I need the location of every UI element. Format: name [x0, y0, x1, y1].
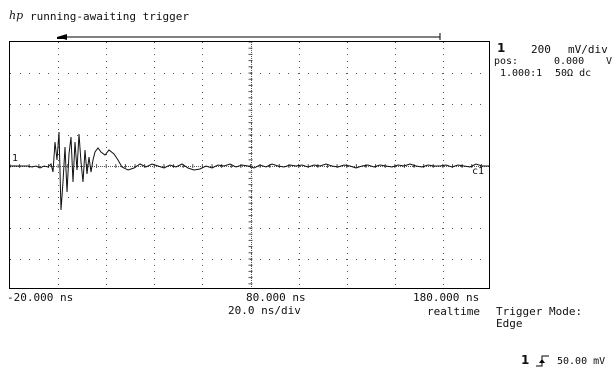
- time-right: 180.000 ns: [413, 291, 480, 304]
- channel-number[interactable]: 1: [497, 41, 506, 55]
- probe-ratio[interactable]: 1.000:1: [500, 68, 543, 79]
- acquisition-status: running-awaiting trigger: [30, 10, 189, 23]
- waveform-display[interactable]: [9, 41, 490, 289]
- timebase-scale[interactable]: 20.0 ns/div: [228, 304, 301, 317]
- offset-value[interactable]: 0.000: [554, 56, 585, 67]
- hp-logo: hp: [9, 9, 24, 22]
- time-center: 80.000 ns: [246, 291, 306, 304]
- rising-edge-icon: [536, 355, 549, 367]
- trigger-mode-value[interactable]: Edge: [496, 317, 523, 330]
- channel-marker-right: c1: [472, 166, 485, 177]
- trigger-mode-label: Trigger Mode:: [496, 305, 583, 318]
- waveform-trace: [10, 131, 489, 211]
- trigger-source[interactable]: 1: [521, 353, 530, 367]
- offset-label: pos:: [494, 56, 519, 67]
- offset-unit: V: [606, 56, 613, 67]
- coupling[interactable]: 50Ω dc: [555, 68, 592, 79]
- time-left: -20.000 ns: [7, 291, 74, 304]
- channel-marker-left: 1: [12, 153, 19, 164]
- channel-scale-unit: mV/div: [568, 43, 608, 56]
- acquisition-mode[interactable]: realtime: [427, 305, 480, 318]
- graticule: [10, 42, 489, 287]
- trigger-level[interactable]: 50.00 mV: [557, 356, 606, 367]
- trigger-position-indicator[interactable]: [9, 32, 490, 42]
- channel-scale-value[interactable]: 200: [531, 43, 551, 56]
